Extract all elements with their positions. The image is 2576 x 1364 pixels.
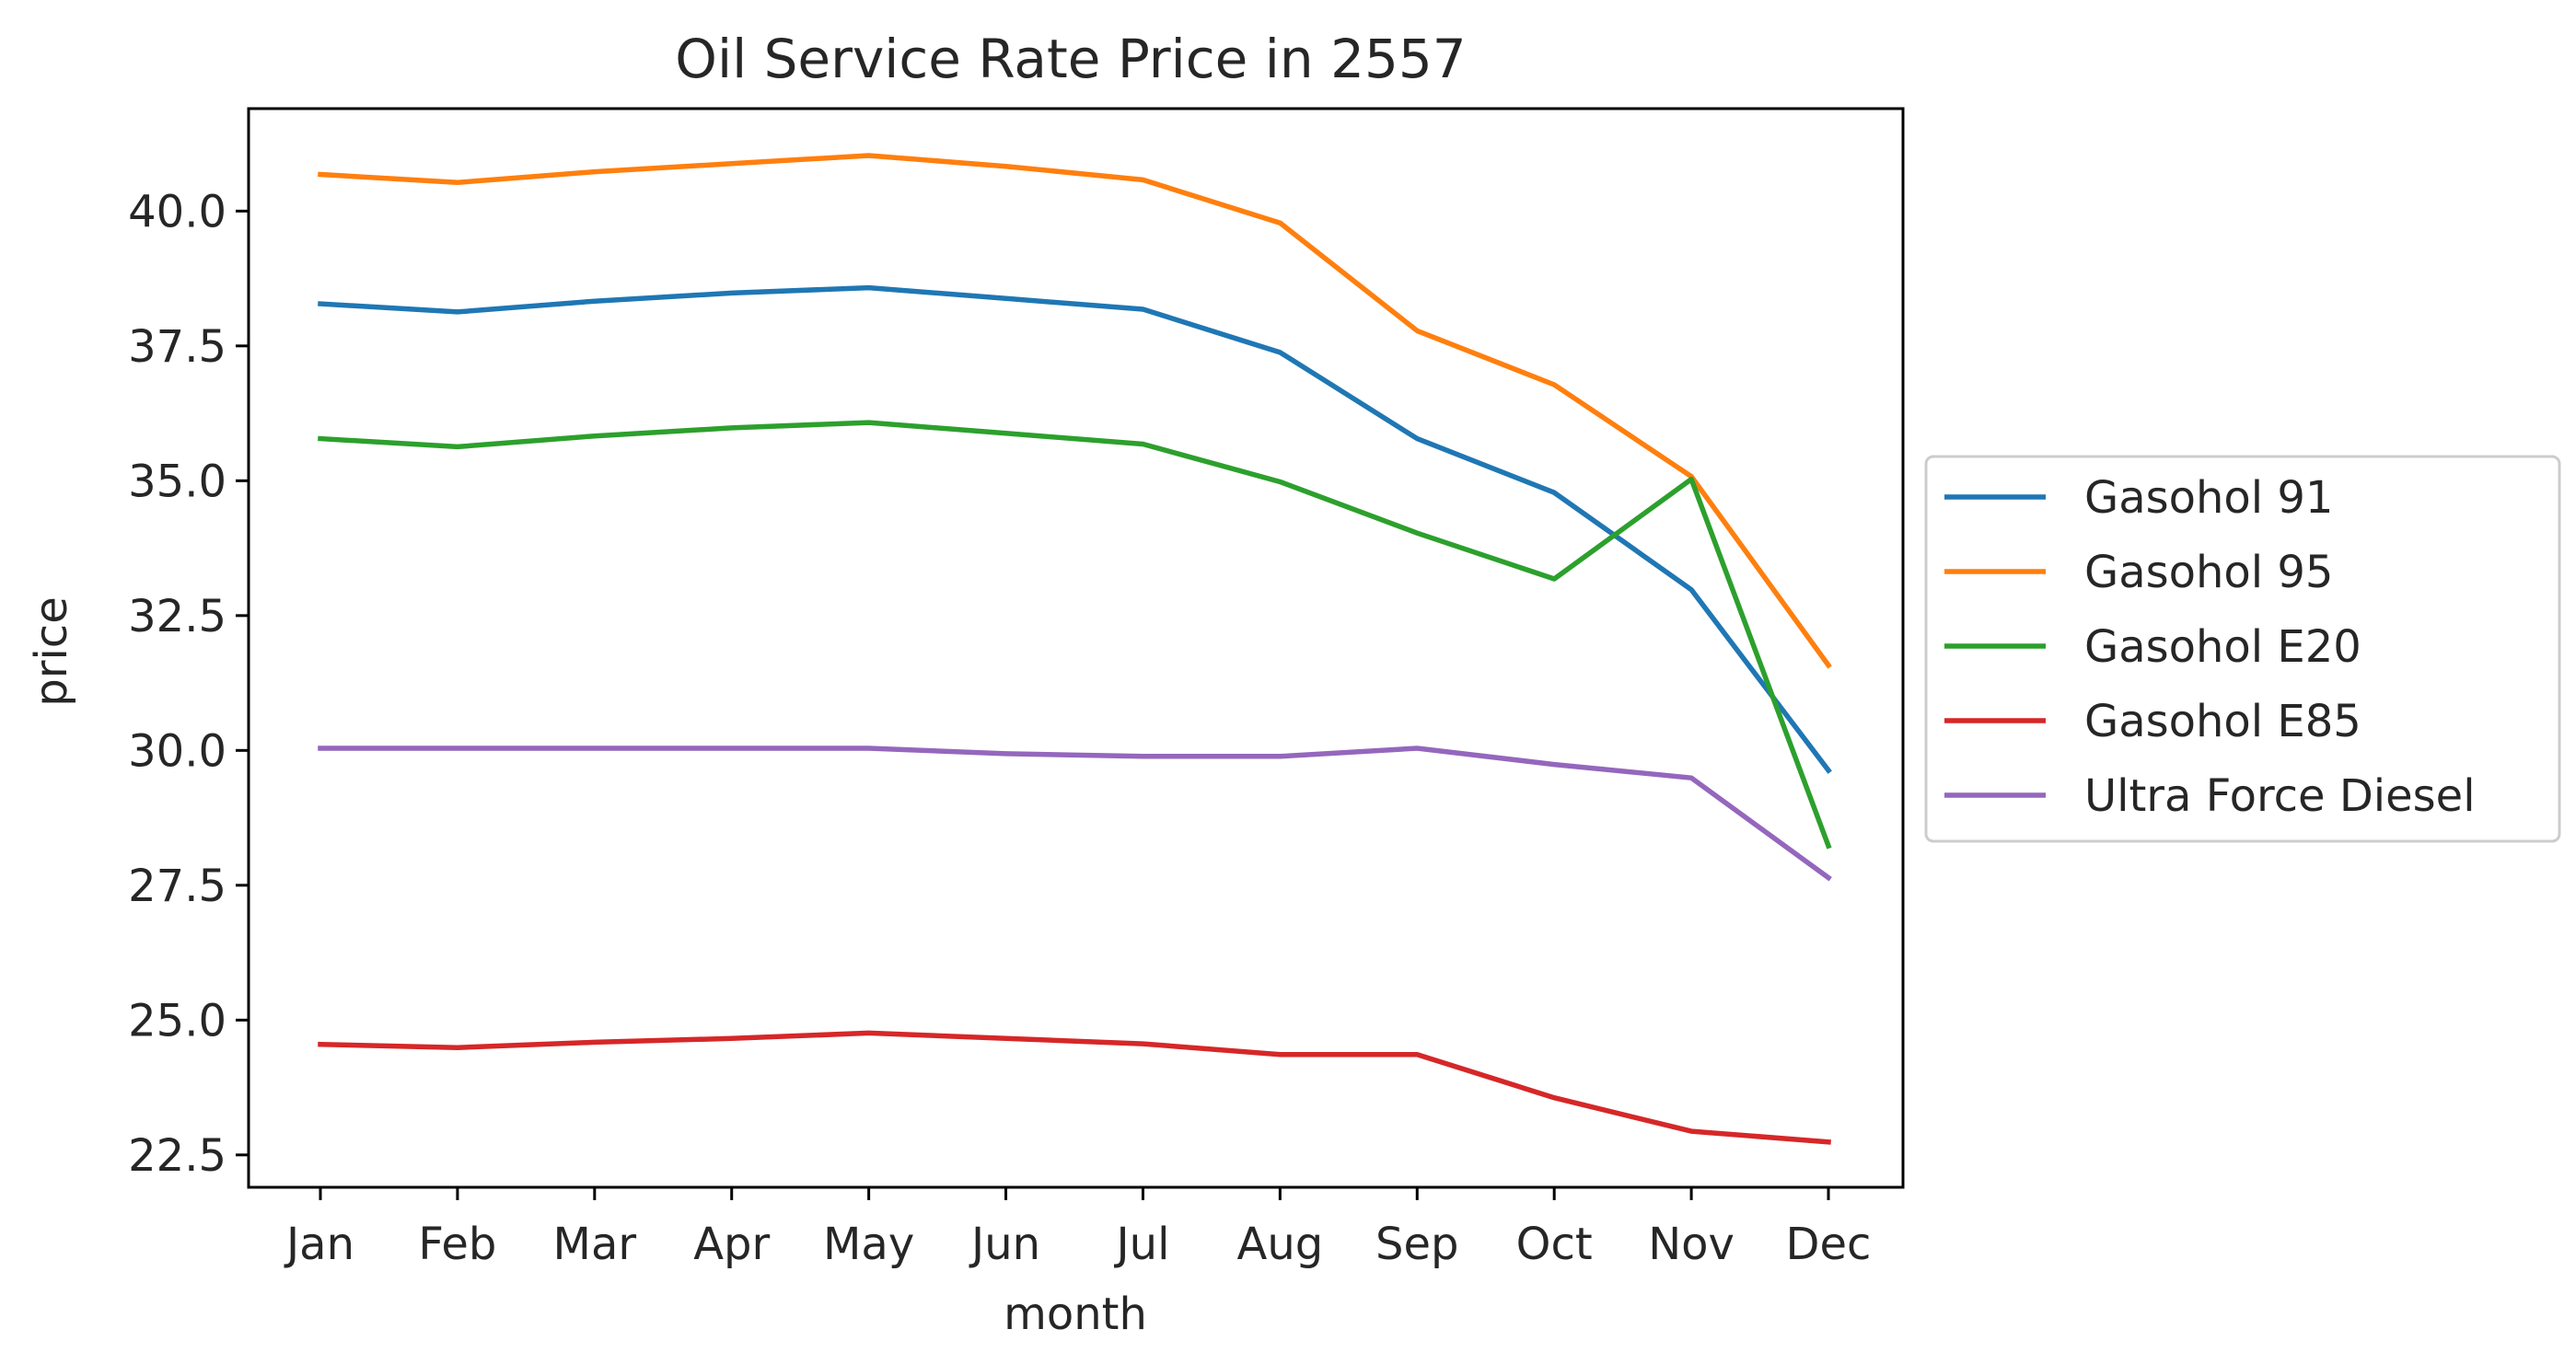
x-tick-label: Mar — [553, 1219, 637, 1270]
y-tick-label: 27.5 — [128, 861, 226, 912]
legend-label: Ultra Force Diesel — [2084, 770, 2476, 822]
x-tick-label: May — [823, 1219, 914, 1270]
x-tick-label: Jun — [969, 1219, 1040, 1270]
legend-label: Gasohol E20 — [2084, 621, 2361, 673]
x-axis-label: month — [1004, 1289, 1147, 1340]
y-tick-label: 30.0 — [128, 725, 226, 777]
plot-frame — [247, 107, 1905, 1189]
y-tick-label: 35.0 — [128, 456, 226, 507]
y-axis-label: price — [26, 596, 77, 706]
legend-label: Gasohol E85 — [2084, 696, 2361, 747]
x-tick-label: Nov — [1648, 1219, 1735, 1270]
legend-label: Gasohol 95 — [2084, 547, 2333, 598]
y-tick-label: 22.5 — [128, 1130, 226, 1182]
x-tick-label: Sep — [1375, 1219, 1458, 1270]
legend-box — [1924, 455, 2561, 843]
plot-area — [318, 153, 1832, 1145]
x-tick-label: Feb — [418, 1219, 496, 1270]
legend: Gasohol 91 Gasohol 95 Gasohol E20 Gasohol E… — [1924, 455, 2561, 843]
x-tick-label: Oct — [1516, 1219, 1593, 1270]
chart-title: Oil Service Rate Price in 2557 — [675, 28, 1466, 90]
x-tick-label: Jan — [284, 1219, 354, 1270]
x-axis: Jan Feb Mar Apr May Jun Jul Aug Sep Oct Nov Dec — [284, 1187, 1871, 1270]
y-tick-label: 37.5 — [128, 321, 226, 373]
x-tick-label: Apr — [693, 1219, 770, 1270]
y-axis: 22.5 25.0 27.5 30.0 32.5 35.0 37.5 40.0 — [128, 186, 249, 1182]
x-tick-label: Jul — [1113, 1219, 1169, 1270]
series-line-1 — [318, 284, 1832, 774]
series-line-4 — [318, 1030, 1831, 1145]
series-line-2 — [318, 153, 1832, 669]
legend-label: Gasohol 91 — [2084, 472, 2333, 524]
x-tick-label: Aug — [1236, 1219, 1323, 1270]
series-line-5 — [318, 746, 1832, 882]
y-tick-label: 32.5 — [128, 591, 226, 642]
y-tick-label: 25.0 — [128, 995, 226, 1046]
series-line-3 — [318, 420, 1832, 850]
y-tick-label: 40.0 — [128, 186, 226, 237]
x-tick-label: Dec — [1786, 1219, 1872, 1270]
